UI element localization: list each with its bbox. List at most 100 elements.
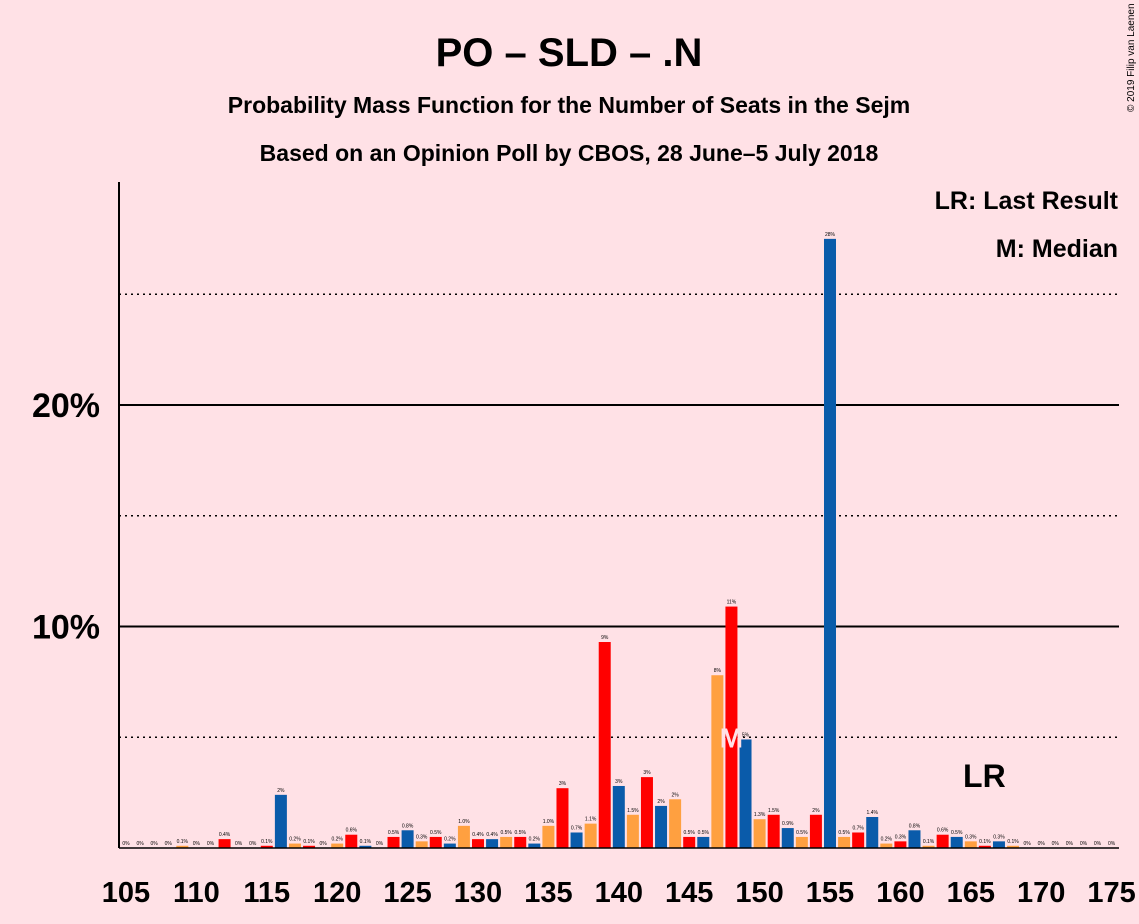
bar <box>880 843 893 848</box>
bar <box>401 830 414 848</box>
bar-value-label: 9% <box>601 635 609 641</box>
bar-value-label: 0.2% <box>331 837 343 843</box>
bar <box>486 839 499 848</box>
bar-value-label: 0.5% <box>698 830 710 836</box>
x-tick-label: 150 <box>735 877 783 909</box>
bar-value-label: 0.6% <box>346 828 358 834</box>
bar <box>626 814 639 848</box>
bar-value-label: 0% <box>1108 841 1116 847</box>
bar-value-label: 1.5% <box>768 808 780 814</box>
bar-value-label: 0% <box>193 841 201 847</box>
x-tick-label: 155 <box>806 877 854 909</box>
bar-value-label: 0.5% <box>683 830 695 836</box>
bar <box>598 642 611 848</box>
bar-value-label: 0.8% <box>909 823 921 829</box>
bar <box>443 843 456 848</box>
bar <box>908 830 921 848</box>
x-tick-label: 145 <box>665 877 713 909</box>
bar <box>795 836 808 848</box>
bar-value-label: 1.1% <box>585 817 597 823</box>
bar <box>894 841 907 848</box>
bar <box>767 814 780 848</box>
bar <box>218 839 231 848</box>
bar-value-label: 1.3% <box>754 812 766 818</box>
bar-value-label: 0.1% <box>923 839 935 845</box>
bar-value-label: 0% <box>249 841 257 847</box>
bar-value-label: 0.3% <box>993 834 1005 840</box>
legend-median: M: Median <box>996 235 1118 263</box>
bar <box>542 825 555 848</box>
bar-value-label: 0.7% <box>852 825 864 831</box>
chart-subtitle-poll: Based on an Opinion Poll by CBOS, 28 Jun… <box>260 140 879 166</box>
bar-value-label: 0% <box>376 841 384 847</box>
bar <box>964 841 977 848</box>
bar <box>725 606 738 848</box>
bar <box>528 843 541 848</box>
bar <box>457 825 470 848</box>
bar <box>556 788 569 848</box>
bar <box>514 836 527 848</box>
bar <box>612 785 625 848</box>
bar <box>640 777 653 848</box>
bar-value-label: 0.5% <box>951 830 963 836</box>
bar <box>697 836 710 848</box>
x-tick-label: 115 <box>243 877 290 909</box>
bar-value-label: 0% <box>1052 841 1060 847</box>
bar <box>866 816 879 848</box>
bar-value-label: 8% <box>714 668 722 674</box>
bar <box>415 841 428 848</box>
bar-value-label: 0.4% <box>486 832 498 838</box>
bar-value-label: 1.5% <box>627 808 639 814</box>
bar-value-label: 0.2% <box>444 837 456 843</box>
bar-value-label: 0.6% <box>937 828 949 834</box>
bar-value-label: 0.5% <box>388 830 400 836</box>
bar-value-label: 11% <box>727 600 737 606</box>
bar-value-label: 0.5% <box>796 830 808 836</box>
bar-value-label: 1.0% <box>458 819 470 825</box>
bar-value-label: 0.3% <box>895 834 907 840</box>
bar <box>809 814 822 848</box>
bar-value-label: 0.7% <box>571 825 583 831</box>
bar-value-label: 0.3% <box>416 834 428 840</box>
bar <box>824 238 836 848</box>
data-labels: 0% 0% 0% 0% 0.1% 0% 0% 0.4% 0% 0% 0.1% 2% 0.2% 0.1% 0%… <box>122 232 1115 847</box>
bar-value-label: 0.1% <box>1007 839 1019 845</box>
bar <box>331 843 344 848</box>
y-tick-label: 20% <box>32 387 100 425</box>
bar <box>584 823 597 848</box>
bar <box>683 836 696 848</box>
bar <box>922 845 935 848</box>
bar <box>500 836 513 848</box>
bar-value-label: 0.5% <box>500 830 512 836</box>
x-tick-label: 105 <box>102 877 150 909</box>
legend-last-result: LR: Last Result <box>935 187 1119 215</box>
bar-value-label: 0% <box>1066 841 1074 847</box>
bar <box>387 836 400 848</box>
x-tick-label: 170 <box>1017 877 1065 909</box>
copyright-note: © 2019 Filip van Laenen <box>1126 3 1137 112</box>
bar <box>303 845 316 848</box>
bar-value-label: 0% <box>1094 841 1102 847</box>
bar-value-label: 0.1% <box>979 839 991 845</box>
bar <box>288 843 301 848</box>
bar <box>655 805 668 848</box>
bar-value-label: 0% <box>165 841 173 847</box>
bar <box>345 834 358 848</box>
y-tick-label: 10% <box>32 609 100 647</box>
bar-value-label: 0% <box>1038 841 1046 847</box>
x-tick-label: 135 <box>524 877 572 909</box>
bar <box>739 739 752 848</box>
bar-value-label: 2% <box>812 808 820 814</box>
bar-value-label: 1.4% <box>867 810 879 816</box>
bar-value-label: 0.5% <box>838 830 850 836</box>
bar-value-label: 0% <box>1024 841 1032 847</box>
bar-value-label: 0% <box>1080 841 1088 847</box>
bar <box>992 841 1005 848</box>
bar-value-label: 0.2% <box>881 837 893 843</box>
x-tick-label: 120 <box>313 877 361 909</box>
chart-title: PO – SLD – .N <box>436 31 703 75</box>
chart-subtitle: Probability Mass Function for the Number… <box>228 92 910 118</box>
bar-value-label: 0.1% <box>360 839 372 845</box>
bar-value-label: 3% <box>643 770 651 776</box>
bar <box>781 828 794 848</box>
